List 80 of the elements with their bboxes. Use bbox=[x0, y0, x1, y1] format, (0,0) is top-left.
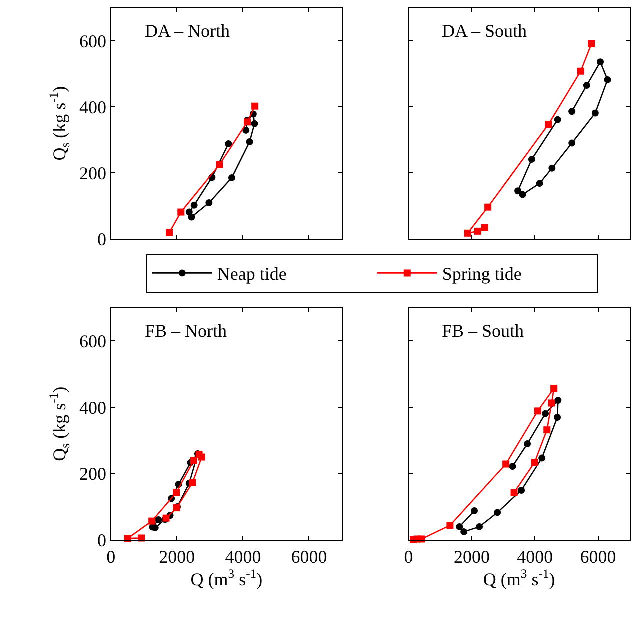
point bbox=[225, 140, 232, 148]
point bbox=[481, 224, 488, 232]
text: FB – South bbox=[442, 321, 524, 341]
y-tick-label: 400 bbox=[80, 398, 107, 418]
point bbox=[519, 191, 526, 198]
y-tick-label: 200 bbox=[80, 163, 107, 184]
point bbox=[544, 426, 551, 434]
point bbox=[484, 204, 492, 211]
y-tick-label: 0 bbox=[98, 530, 107, 551]
point bbox=[460, 528, 468, 536]
y-tick-label: 0 bbox=[98, 229, 107, 250]
point bbox=[190, 202, 198, 209]
point bbox=[528, 156, 536, 163]
text: DA – South bbox=[442, 21, 528, 41]
point bbox=[189, 479, 196, 486]
point bbox=[596, 58, 604, 66]
point bbox=[524, 440, 532, 448]
point bbox=[545, 121, 552, 128]
point bbox=[494, 509, 502, 516]
y-tick-label: 600 bbox=[80, 31, 107, 52]
point bbox=[592, 110, 599, 117]
point bbox=[216, 161, 224, 168]
point bbox=[534, 408, 542, 415]
point bbox=[509, 463, 516, 470]
point bbox=[148, 518, 156, 525]
x-tick-label: 2000 bbox=[454, 546, 490, 567]
point bbox=[456, 523, 464, 530]
point bbox=[155, 516, 162, 524]
point bbox=[548, 400, 556, 407]
point bbox=[583, 82, 590, 90]
point bbox=[588, 40, 596, 48]
point bbox=[464, 230, 472, 237]
y-tick-label: 600 bbox=[80, 331, 107, 352]
text: FB – North bbox=[145, 321, 228, 341]
point bbox=[476, 523, 484, 530]
point bbox=[446, 522, 454, 530]
point bbox=[536, 180, 544, 188]
y-tick-label: 400 bbox=[80, 97, 107, 118]
point bbox=[246, 138, 254, 146]
point bbox=[251, 120, 258, 128]
point bbox=[474, 228, 482, 235]
x-axis-title: Q (m$^{3}$ s$^{-1}$) bbox=[190, 566, 263, 590]
point bbox=[188, 214, 196, 221]
legend-label: Neap tide bbox=[217, 264, 287, 284]
x-tick-label: 4000 bbox=[517, 546, 554, 567]
point bbox=[242, 126, 250, 134]
x-tick-label: 2000 bbox=[159, 546, 196, 567]
point bbox=[206, 200, 213, 207]
point bbox=[228, 174, 236, 182]
point bbox=[577, 68, 584, 75]
x-tick-label: 6000 bbox=[580, 546, 616, 567]
x-tick-label: 4000 bbox=[225, 546, 262, 567]
point bbox=[190, 457, 198, 464]
x-axis-title: Q (m$^{3}$ s$^{-1}$) bbox=[483, 566, 556, 590]
x-tick-label: 6000 bbox=[291, 546, 328, 567]
point bbox=[252, 102, 259, 110]
point bbox=[510, 489, 518, 496]
point bbox=[550, 385, 558, 392]
legend-label: Spring tide bbox=[442, 264, 522, 284]
point bbox=[548, 164, 556, 172]
point bbox=[514, 188, 522, 195]
point bbox=[470, 508, 478, 515]
point bbox=[542, 410, 550, 418]
point bbox=[554, 414, 562, 421]
point bbox=[502, 460, 510, 468]
point bbox=[166, 229, 174, 236]
point bbox=[604, 76, 612, 84]
point bbox=[531, 459, 538, 466]
point bbox=[178, 208, 185, 216]
point bbox=[554, 397, 562, 404]
point bbox=[538, 454, 546, 462]
point bbox=[568, 140, 576, 147]
point bbox=[173, 489, 180, 496]
point bbox=[198, 454, 206, 461]
text: DA – North bbox=[145, 21, 230, 41]
x-tick-label: 0 bbox=[404, 546, 414, 567]
point bbox=[568, 108, 576, 116]
y-tick-label: 200 bbox=[80, 464, 107, 484]
point bbox=[518, 486, 526, 494]
point bbox=[554, 116, 562, 124]
